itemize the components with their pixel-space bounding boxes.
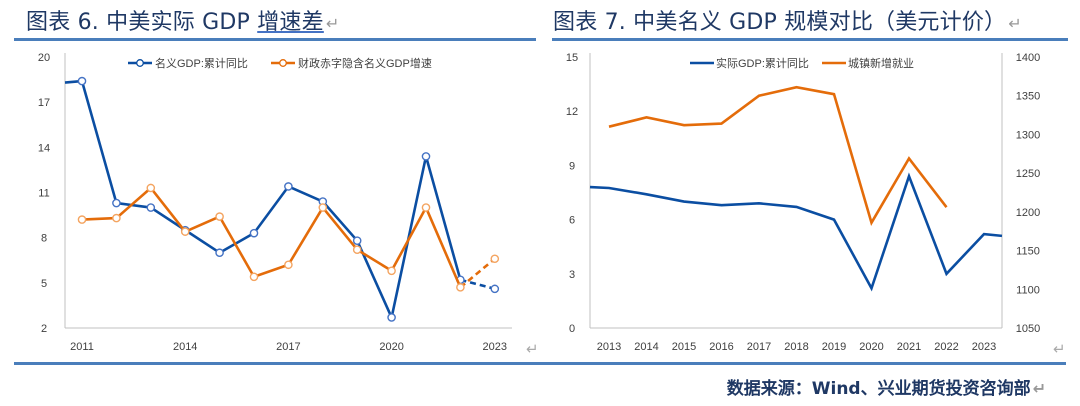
y-tick-label: 11 xyxy=(38,188,49,200)
data-point xyxy=(180,227,190,236)
y-tick-label: 20 xyxy=(38,52,50,64)
y2-tick-label: 1200 xyxy=(1016,207,1040,219)
chart-real-gdp-vs-employment: 0 3 6 9 12 15 1050 1100 1150 1200 1250 1300 1350 1400… xyxy=(566,52,1040,353)
y-tick-label: 8 xyxy=(41,233,47,245)
data-point xyxy=(77,76,87,86)
legend-marker xyxy=(279,59,287,67)
y2-tick-label: 1400 xyxy=(1016,52,1040,64)
paragraph-mark-icon: ↵ xyxy=(1053,340,1066,358)
x-tick-label: 2011 xyxy=(70,341,94,353)
data-point xyxy=(490,254,500,264)
series-line-2 xyxy=(608,85,948,226)
x-tick-label: 2022 xyxy=(934,341,958,353)
y2-tick-label: 1350 xyxy=(1016,91,1040,103)
y-tick-label: 3 xyxy=(569,269,575,281)
x-tick-label: 2020 xyxy=(379,341,403,353)
data-point xyxy=(387,313,396,322)
data-point xyxy=(215,248,224,258)
x-tick-label: 2014 xyxy=(173,341,197,353)
data-point xyxy=(146,203,156,212)
legend-label: 名义GDP:累计同比 xyxy=(155,56,248,70)
y2-tick-label: 1250 xyxy=(1016,168,1040,180)
data-point xyxy=(215,212,224,221)
legend-label: 城镇新增就业 xyxy=(848,56,914,70)
x-tick-label: 2014 xyxy=(634,341,658,353)
y-tick-label: 6 xyxy=(569,215,575,227)
legend-marker xyxy=(136,59,144,67)
y-tick-label: 15 xyxy=(566,52,578,64)
series-line-1 xyxy=(589,172,1003,292)
series-dashed-segment-1 xyxy=(460,278,496,291)
y-tick-label: 12 xyxy=(566,106,578,118)
x-tick-label: 2023 xyxy=(972,341,996,353)
x-tick-label: 2015 xyxy=(672,341,696,353)
y2-tick-label: 1150 xyxy=(1016,246,1040,258)
figure-7-title: 图表 7. 中美名义 GDP 规模对比（美元计价） ↵ xyxy=(553,4,1022,36)
data-point xyxy=(77,215,87,224)
y-tick-label: 17 xyxy=(38,97,50,109)
chart-nominal-gdp-growth: 2 5 8 11 14 17 20 2011 2014 2017 2020 2023 名义GDP:累计同… xyxy=(38,52,512,353)
figure-7-title-text: 图表 7. 中美名义 GDP 规模对比（美元计价） xyxy=(553,10,1007,35)
legend-label: 实际GDP:累计同比 xyxy=(716,56,809,70)
x-tick-label: 2020 xyxy=(859,341,883,353)
x-tick-label: 2023 xyxy=(483,341,507,353)
y-tick-label: 2 xyxy=(41,323,47,335)
y2-tick-label: 1100 xyxy=(1016,284,1040,296)
y2-tick-label: 1300 xyxy=(1016,129,1040,141)
y-tick-label: 9 xyxy=(569,160,575,172)
data-point xyxy=(421,203,431,212)
title-rule-right xyxy=(552,38,1068,41)
data-point xyxy=(249,228,259,238)
data-source-text: 数据来源：Wind、兴业期货投资咨询部 xyxy=(726,379,1031,399)
data-point xyxy=(352,236,362,245)
data-point xyxy=(352,245,362,255)
y-tick-label: 14 xyxy=(38,142,50,154)
data-point xyxy=(421,152,431,161)
figure-6-title: 图表 6. 中美实际 GDP 增速差 ↵ xyxy=(26,4,339,36)
data-source: 数据来源：Wind、兴业期货投资咨询部 ↵ xyxy=(727,374,1046,399)
data-point xyxy=(284,260,293,270)
x-tick-label: 2016 xyxy=(709,341,733,353)
paragraph-mark-icon: ↵ xyxy=(325,14,340,33)
y2-tick-label: 1050 xyxy=(1016,323,1040,335)
x-tick-label: 2018 xyxy=(784,341,808,353)
data-point xyxy=(146,183,156,193)
series-dashed-segment-2 xyxy=(459,257,496,289)
x-tick-label: 2017 xyxy=(276,341,300,353)
x-tick-label: 2013 xyxy=(597,341,621,353)
data-point xyxy=(490,284,500,294)
x-tick-label: 2019 xyxy=(822,341,846,353)
data-point xyxy=(387,266,396,276)
y-tick-label: 5 xyxy=(41,278,47,290)
x-tick-label: 2021 xyxy=(897,341,921,353)
title-rule-left xyxy=(14,38,536,41)
data-point xyxy=(249,272,259,282)
data-point xyxy=(112,213,121,223)
data-point xyxy=(284,182,293,191)
x-tick-label: 2017 xyxy=(747,341,771,353)
data-point xyxy=(318,203,328,212)
series-line-2 xyxy=(81,186,462,288)
legend-label: 财政赤字隐含名义GDP增速 xyxy=(298,56,432,70)
bottom-rule xyxy=(14,362,1066,365)
data-point xyxy=(456,283,465,292)
paragraph-mark-icon: ↵ xyxy=(1008,14,1022,33)
figure-6-title-underlined: 增速差 xyxy=(257,10,324,35)
paragraph-mark-icon: ↵ xyxy=(1032,379,1046,398)
paragraph-mark-icon: ↵ xyxy=(526,340,539,358)
y-tick-label: 0 xyxy=(569,323,575,335)
figure-6-title-text: 图表 6. 中美实际 GDP xyxy=(26,10,258,35)
data-point xyxy=(112,198,121,208)
